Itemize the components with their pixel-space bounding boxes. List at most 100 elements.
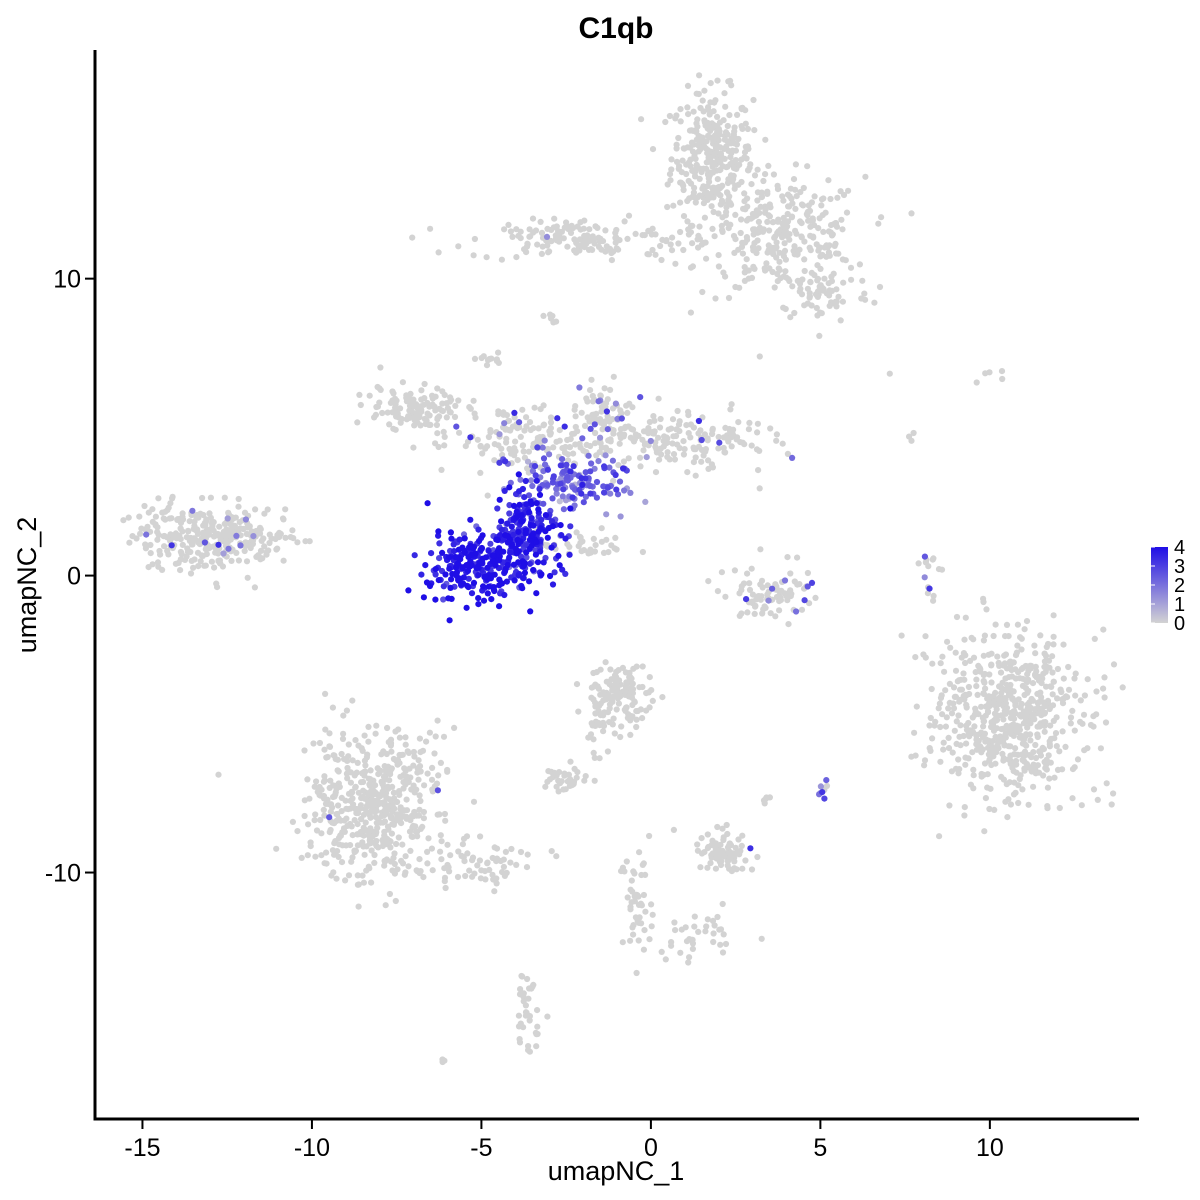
data-point [727, 140, 735, 147]
data-point [523, 243, 531, 250]
data-point [381, 858, 389, 865]
data-point [301, 747, 308, 754]
data-point [692, 472, 699, 479]
data-point [719, 900, 726, 908]
data-point [688, 127, 695, 134]
data-point [608, 257, 616, 264]
data-point [596, 755, 603, 762]
data-point [1032, 741, 1039, 749]
data-point [344, 775, 351, 782]
data-point [395, 834, 402, 841]
data-point [962, 659, 969, 667]
data-point [578, 409, 585, 416]
data-point [494, 536, 501, 544]
data-point [593, 669, 600, 676]
data-point [415, 757, 422, 764]
data-point [1031, 763, 1038, 770]
data-point [532, 1029, 540, 1036]
data-point [617, 513, 624, 520]
data-point [732, 147, 740, 154]
data-point [606, 464, 613, 471]
data-point [446, 617, 453, 624]
data-point [806, 293, 814, 300]
data-point [195, 563, 202, 570]
data-point [667, 241, 674, 248]
data-point [1047, 759, 1054, 766]
data-point [525, 1047, 532, 1054]
data-point [463, 604, 470, 611]
data-point [1074, 756, 1082, 763]
data-point [637, 394, 644, 401]
data-point [394, 798, 401, 806]
data-point [886, 370, 893, 377]
data-point [201, 539, 208, 546]
data-point [352, 783, 359, 791]
data-point [811, 193, 818, 200]
data-point [980, 677, 987, 685]
data-point [969, 749, 976, 756]
data-point [561, 770, 568, 777]
data-point [432, 440, 439, 447]
data-point [507, 549, 514, 556]
data-point [724, 199, 732, 207]
data-point [440, 596, 447, 603]
data-point [447, 584, 454, 592]
data-point [668, 247, 676, 254]
data-point [417, 868, 424, 875]
data-point [470, 252, 477, 259]
data-point [765, 162, 772, 169]
data-point [711, 233, 718, 240]
data-point [480, 583, 487, 590]
data-point [754, 197, 761, 204]
data-point [805, 202, 812, 209]
data-point [1101, 674, 1108, 681]
data-point [1009, 708, 1017, 716]
data-point [721, 136, 728, 143]
data-point [219, 563, 226, 570]
data-point [1002, 633, 1009, 640]
data-point [517, 476, 524, 483]
data-point [500, 856, 507, 863]
data-point [593, 494, 601, 501]
data-point [722, 103, 729, 110]
data-point [930, 597, 937, 604]
data-point [671, 456, 679, 463]
data-point [367, 776, 374, 783]
data-point [694, 841, 701, 848]
data-point [582, 493, 590, 500]
data-point [689, 940, 697, 947]
data-point [646, 418, 654, 426]
data-point [801, 267, 808, 275]
data-point [1015, 799, 1022, 807]
data-point [331, 840, 338, 847]
data-point [547, 237, 554, 244]
data-point [792, 227, 799, 234]
data-point [807, 223, 814, 230]
data-point [679, 157, 686, 164]
data-point [678, 926, 685, 933]
data-point [136, 513, 143, 520]
data-point [731, 858, 738, 865]
data-point [174, 516, 181, 524]
data-point [690, 108, 697, 115]
data-point [672, 927, 679, 934]
data-point [564, 243, 571, 250]
data-point [711, 922, 718, 929]
data-point [487, 427, 494, 434]
data-point [606, 705, 613, 712]
data-point [685, 959, 692, 966]
data-point [610, 715, 617, 722]
data-point [743, 256, 750, 263]
data-point [517, 986, 524, 993]
data-point [264, 506, 271, 513]
data-point [910, 429, 917, 437]
data-point [702, 928, 709, 935]
data-point [639, 861, 646, 869]
data-point [767, 610, 774, 617]
data-point [717, 841, 724, 848]
data-point [505, 426, 512, 434]
data-point [848, 276, 855, 283]
data-point [376, 385, 383, 392]
data-point [475, 526, 482, 533]
data-point [491, 587, 498, 595]
